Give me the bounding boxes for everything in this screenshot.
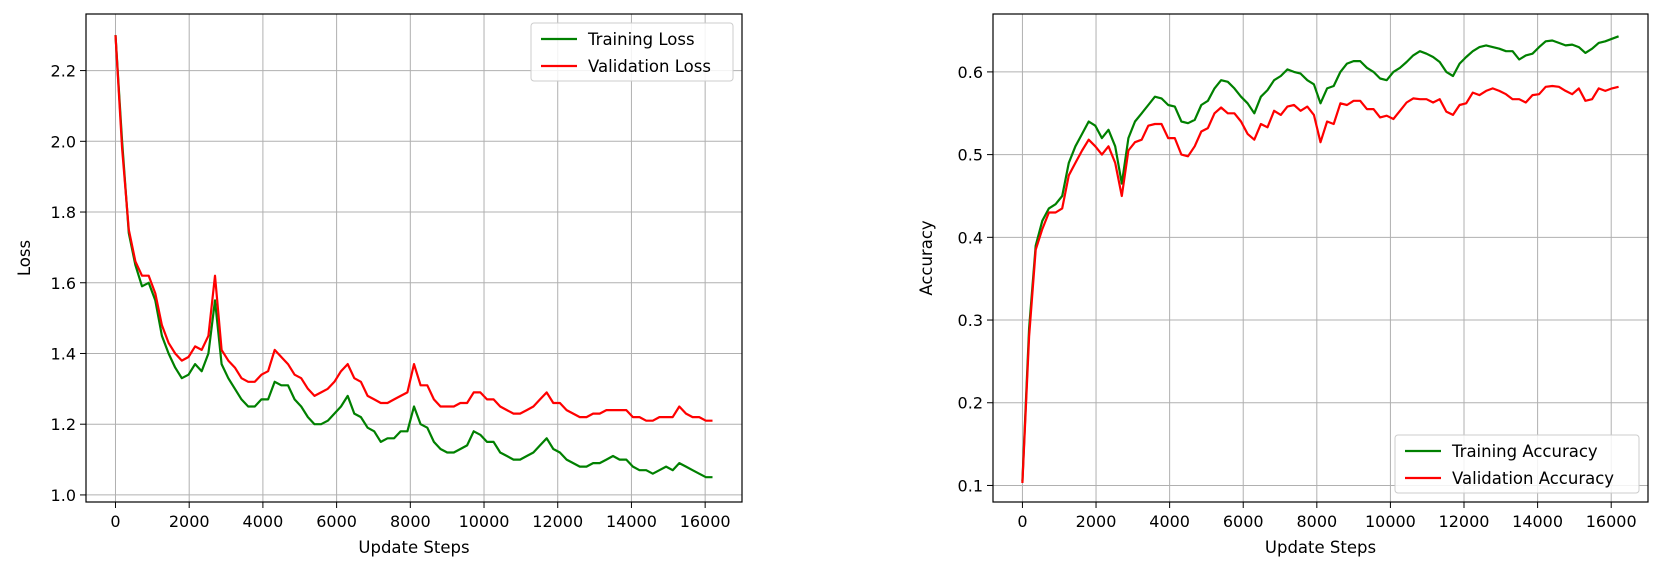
y-tick-label: 1.6 xyxy=(51,274,76,293)
y-tick-label: 0.6 xyxy=(958,63,983,82)
x-tick-label: 8000 xyxy=(390,512,431,531)
chart-2: 0 2000 4000 6000 8000 10000 12000 14000 16000 0.1… xyxy=(917,13,1649,557)
y-axis-label: Loss xyxy=(15,240,34,276)
x-tick-label: 2000 xyxy=(169,512,210,531)
x-tick-label: 4000 xyxy=(1149,512,1190,531)
x-tick-label: 12000 xyxy=(1439,512,1490,531)
plot-frame xyxy=(992,13,1649,503)
y-tick-label: 0.1 xyxy=(958,476,983,495)
series-line-validation-accuracy xyxy=(1021,84,1619,484)
y-tick-label: 0.3 xyxy=(958,311,983,330)
x-tick-label: 16000 xyxy=(680,512,731,531)
legend-label: Training Accuracy xyxy=(1451,442,1598,461)
y-tick-label: 1.2 xyxy=(51,415,76,434)
legend-box xyxy=(1394,434,1640,494)
legend-label: Validation Loss xyxy=(588,57,711,76)
chart-1: 0 2000 4000 6000 8000 10000 12000 14000 16000 1.0… xyxy=(15,13,743,557)
legend-box xyxy=(530,22,734,82)
x-tick-label: 14000 xyxy=(1512,512,1563,531)
x-tick-label: 14000 xyxy=(606,512,657,531)
x-tick-label: 6000 xyxy=(316,512,357,531)
x-tick-label: 0 xyxy=(1017,512,1027,531)
x-tick-label: 6000 xyxy=(1223,512,1264,531)
y-tick-label: 0.5 xyxy=(958,146,983,165)
x-tick-label: 8000 xyxy=(1296,512,1337,531)
x-tick-label: 0 xyxy=(110,512,120,531)
series-line-validation-loss xyxy=(114,35,713,422)
legend: Training Accuracy Validation Accuracy xyxy=(1394,434,1640,494)
x-tick-label: 12000 xyxy=(532,512,583,531)
plot-frame xyxy=(85,13,743,503)
x-tick-label: 4000 xyxy=(243,512,284,531)
series-line-training-loss xyxy=(114,35,713,479)
y-tick-label: 0.2 xyxy=(958,394,983,413)
y-tick-label: 1.0 xyxy=(51,486,76,505)
legend: Training Loss Validation Loss xyxy=(530,22,734,82)
y-tick-label: 1.4 xyxy=(51,344,76,363)
x-tick-label: 16000 xyxy=(1586,512,1637,531)
legend-label: Training Loss xyxy=(587,30,695,49)
x-tick-label: 2000 xyxy=(1076,512,1117,531)
y-tick-label: 2.0 xyxy=(51,132,76,151)
x-axis-label: Update Steps xyxy=(358,538,469,557)
y-tick-label: 2.2 xyxy=(51,62,76,81)
x-tick-label: 10000 xyxy=(1365,512,1416,531)
x-axis-label: Update Steps xyxy=(1265,538,1376,557)
x-tick-label: 10000 xyxy=(459,512,510,531)
series-line-training-accuracy xyxy=(1021,35,1619,482)
legend-label: Validation Accuracy xyxy=(1452,469,1614,488)
y-axis-label: Accuracy xyxy=(917,220,936,296)
y-tick-label: 1.8 xyxy=(51,203,76,222)
y-tick-label: 0.4 xyxy=(958,228,983,247)
